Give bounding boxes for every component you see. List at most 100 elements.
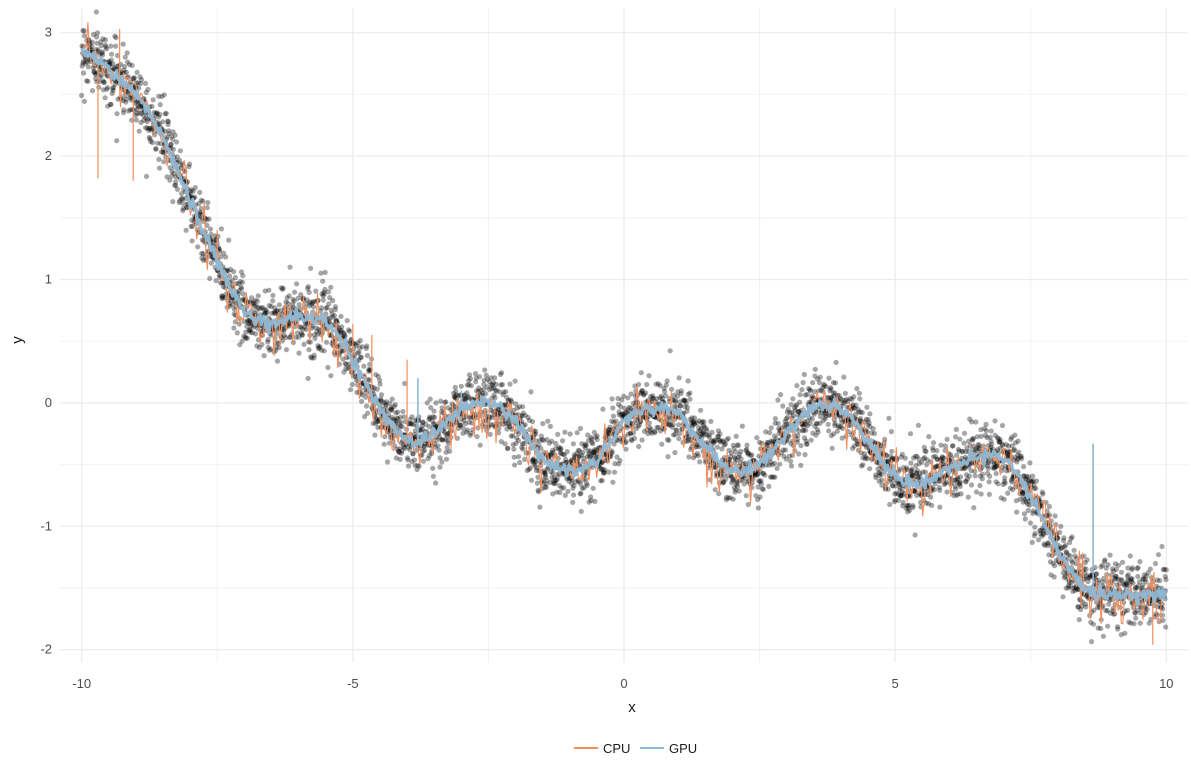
data-point bbox=[1147, 566, 1153, 572]
data-point bbox=[714, 444, 721, 450]
data-point bbox=[311, 304, 317, 310]
data-point bbox=[167, 165, 173, 171]
data-point bbox=[1002, 475, 1008, 481]
data-point bbox=[208, 260, 214, 266]
data-point bbox=[511, 454, 517, 460]
data-point bbox=[401, 444, 407, 450]
data-point bbox=[319, 291, 325, 297]
data-point bbox=[798, 443, 804, 449]
data-point bbox=[999, 422, 1006, 429]
data-point bbox=[795, 432, 801, 439]
data-point bbox=[802, 452, 808, 458]
data-point bbox=[84, 59, 90, 65]
data-point bbox=[972, 473, 978, 479]
data-point bbox=[186, 161, 193, 167]
data-point bbox=[128, 97, 134, 103]
data-point bbox=[266, 287, 272, 293]
data-point bbox=[1125, 607, 1131, 614]
data-point bbox=[204, 216, 210, 223]
data-point bbox=[407, 417, 413, 423]
data-point bbox=[643, 390, 649, 396]
data-point bbox=[395, 409, 401, 415]
data-point bbox=[957, 436, 963, 442]
data-point bbox=[983, 421, 989, 427]
data-point bbox=[1002, 480, 1008, 486]
data-point bbox=[1025, 507, 1031, 514]
data-point bbox=[1120, 559, 1126, 565]
data-point bbox=[330, 314, 336, 320]
data-point bbox=[98, 39, 104, 45]
data-point bbox=[1155, 552, 1162, 558]
data-point bbox=[107, 60, 113, 66]
data-point bbox=[180, 208, 186, 214]
data-point bbox=[989, 441, 995, 447]
data-point bbox=[132, 100, 138, 106]
data-point bbox=[199, 255, 205, 261]
data-point bbox=[482, 391, 489, 397]
data-point bbox=[825, 421, 831, 427]
data-point bbox=[189, 223, 196, 229]
data-point bbox=[378, 398, 384, 404]
data-point bbox=[189, 238, 195, 244]
data-point bbox=[1107, 552, 1113, 558]
data-point bbox=[520, 404, 526, 410]
data-point bbox=[218, 280, 224, 286]
data-point bbox=[826, 375, 832, 381]
data-point bbox=[815, 429, 821, 435]
data-point bbox=[326, 301, 332, 307]
y-tick-label: 0 bbox=[45, 395, 52, 410]
data-point bbox=[1144, 606, 1150, 612]
data-point bbox=[1027, 460, 1033, 466]
data-point bbox=[644, 381, 650, 388]
data-point bbox=[364, 352, 370, 359]
data-point bbox=[516, 454, 522, 460]
data-point bbox=[398, 423, 404, 429]
data-point bbox=[207, 226, 214, 232]
data-point bbox=[189, 217, 195, 223]
data-point bbox=[1040, 491, 1046, 497]
data-point bbox=[374, 419, 380, 425]
data-point bbox=[312, 335, 318, 341]
data-point bbox=[1135, 573, 1141, 580]
data-point bbox=[112, 81, 118, 87]
data-point bbox=[271, 310, 277, 316]
data-point bbox=[298, 324, 304, 330]
data-point bbox=[1137, 620, 1143, 626]
data-point bbox=[985, 465, 991, 471]
data-point bbox=[997, 437, 1003, 443]
data-point bbox=[797, 392, 803, 398]
data-point bbox=[195, 244, 201, 250]
data-point bbox=[133, 112, 139, 118]
data-point bbox=[113, 35, 119, 41]
data-point bbox=[320, 297, 326, 303]
data-point bbox=[760, 486, 766, 492]
data-point bbox=[313, 288, 319, 294]
data-point bbox=[121, 110, 127, 116]
data-point bbox=[986, 479, 992, 485]
data-point bbox=[613, 418, 619, 424]
data-point bbox=[301, 324, 307, 330]
data-point bbox=[944, 489, 950, 495]
data-point bbox=[82, 60, 89, 66]
data-point bbox=[186, 164, 192, 170]
data-point bbox=[160, 119, 166, 125]
data-point bbox=[82, 33, 88, 39]
data-point bbox=[269, 310, 275, 316]
data-point bbox=[179, 196, 185, 202]
data-point bbox=[329, 311, 335, 317]
data-point bbox=[320, 293, 326, 299]
data-point bbox=[245, 319, 251, 325]
data-point bbox=[447, 448, 453, 454]
data-point bbox=[986, 460, 992, 466]
data-point bbox=[135, 104, 141, 110]
data-point bbox=[219, 295, 225, 302]
data-point bbox=[244, 335, 250, 341]
data-point bbox=[363, 403, 370, 409]
data-point bbox=[758, 481, 765, 487]
data-point bbox=[89, 43, 95, 50]
data-point bbox=[143, 173, 150, 179]
data-point bbox=[300, 326, 306, 332]
data-point bbox=[1019, 456, 1025, 462]
data-point bbox=[80, 28, 86, 34]
data-point bbox=[973, 489, 980, 495]
